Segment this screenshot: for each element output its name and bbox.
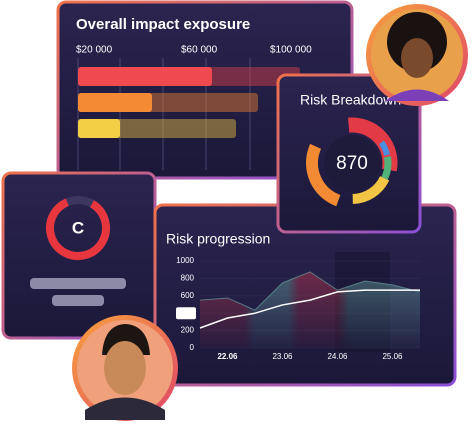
- avatar: [366, 4, 468, 106]
- bar: [78, 119, 120, 138]
- axis-label: $20 000: [76, 45, 113, 56]
- card-title: Overall impact exposure: [76, 16, 250, 33]
- y-tick-label: 0: [190, 343, 195, 352]
- breakdown-card: Risk Breakdown 870: [276, 73, 422, 234]
- grade-card: C: [1, 171, 157, 340]
- y-tick-label: 200: [181, 326, 195, 335]
- impact-card: Overall impact exposure $20 000 $60 000 …: [56, 0, 354, 180]
- score: 870: [336, 153, 368, 174]
- tick-highlight: [176, 307, 196, 320]
- bar: [78, 67, 212, 86]
- y-tick-label: 800: [181, 274, 195, 283]
- axis-label: $100 000: [270, 45, 312, 56]
- x-tick-label: 23.06: [272, 352, 293, 361]
- avatar: [72, 315, 178, 421]
- grade-ring: [46, 196, 110, 260]
- placeholder-line: [52, 295, 104, 306]
- donut: [306, 117, 398, 209]
- area-edge: [199, 271, 421, 311]
- card-title: Risk Breakdown: [300, 92, 401, 108]
- x-tick-label: 22.06: [217, 352, 238, 361]
- y-tick-label: 1000: [176, 256, 194, 265]
- chart-title: Risk progression: [166, 231, 270, 247]
- y-tick-label: 400: [181, 308, 195, 317]
- bar: [78, 93, 152, 112]
- axis-label: $60 000: [181, 45, 218, 56]
- area: [200, 271, 420, 348]
- y-tick-label: 600: [181, 291, 195, 300]
- grade-letter: C: [72, 218, 84, 237]
- placeholder-line: [30, 278, 126, 289]
- x-tick-label: 24.06: [327, 352, 348, 361]
- line: [199, 289, 420, 329]
- x-tick-label: 25.06: [382, 352, 403, 361]
